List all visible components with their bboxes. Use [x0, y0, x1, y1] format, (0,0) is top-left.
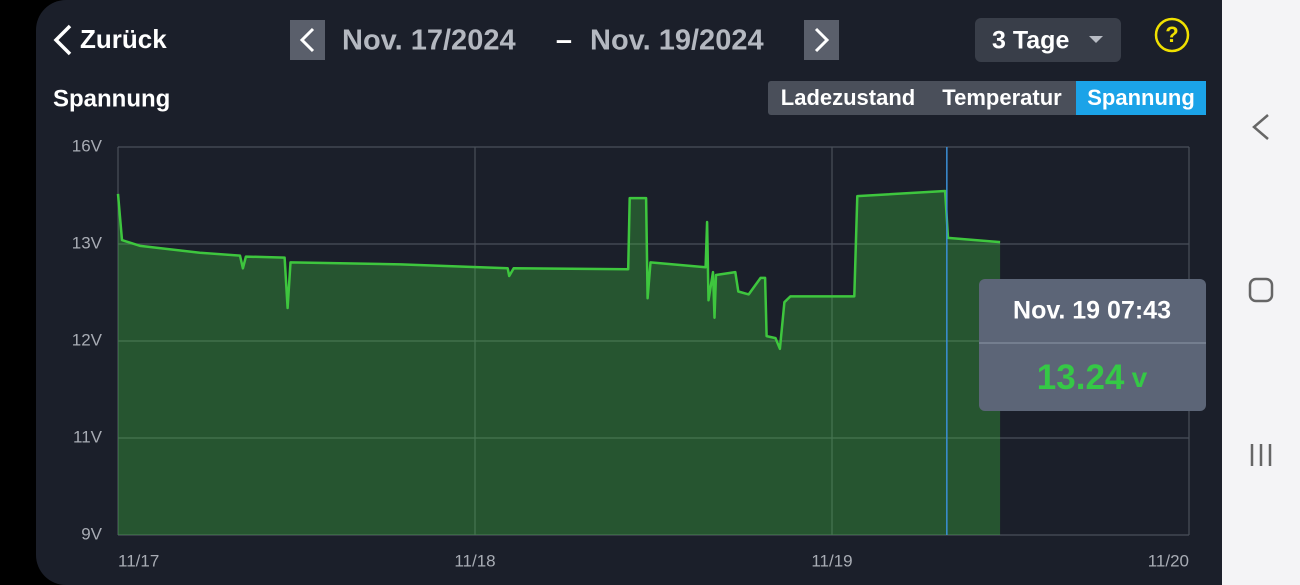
area-fill	[118, 191, 1001, 535]
x-tick-label: 11/17	[118, 551, 159, 570]
back-icon[interactable]	[53, 24, 72, 56]
help-button[interactable]	[1154, 17, 1190, 53]
tooltip-space	[1124, 363, 1131, 393]
range-dropdown[interactable]	[975, 18, 1121, 62]
y-tick-label: 11V	[73, 427, 103, 446]
tooltip-unit: v	[1132, 362, 1148, 393]
next-button[interactable]	[804, 20, 839, 60]
x-tick-label: 11/18	[454, 551, 495, 570]
back-button[interactable]: Zurück	[80, 24, 167, 54]
tooltip-time: Nov. 19 07:43	[1013, 297, 1171, 325]
nav-back[interactable]	[1252, 114, 1269, 140]
tooltip-value: 13.24 v	[1037, 358, 1148, 397]
nav-recent[interactable]	[1250, 444, 1272, 466]
range-label: 3 Tage	[992, 27, 1069, 55]
nav-home[interactable]	[1248, 277, 1274, 303]
prev-icon	[299, 27, 315, 53]
y-tick-label: 12V	[72, 330, 103, 349]
app-panel	[36, 0, 1266, 585]
y-tick-label: 13V	[72, 233, 103, 252]
voltage-line	[116, 189, 1001, 351]
y-tick-label: 9V	[81, 524, 102, 543]
tooltip-number: 13.24	[1037, 358, 1125, 397]
prev-button[interactable]	[290, 20, 325, 60]
nav-bar	[1222, 0, 1300, 585]
y-tick-label: 16V	[72, 136, 103, 155]
x-tick-label: 11/19	[811, 551, 852, 570]
tab[interactable]: Temperatur	[942, 85, 1062, 110]
help-label: ?	[1165, 22, 1178, 47]
date-from: Nov. 17/2024	[342, 25, 516, 57]
chart-title: Spannung	[53, 85, 170, 112]
tab-active-bg	[1076, 81, 1206, 115]
tab[interactable]: Spannung	[1087, 85, 1195, 110]
tab[interactable]: Ladezustand	[781, 85, 915, 110]
date-separator: –	[556, 25, 572, 57]
dropdown-arrow	[1089, 36, 1103, 43]
tooltip	[979, 279, 1206, 411]
x-tick-label: 11/20	[1148, 551, 1189, 570]
date-to: Nov. 19/2024	[590, 25, 764, 57]
next-icon	[814, 27, 830, 53]
